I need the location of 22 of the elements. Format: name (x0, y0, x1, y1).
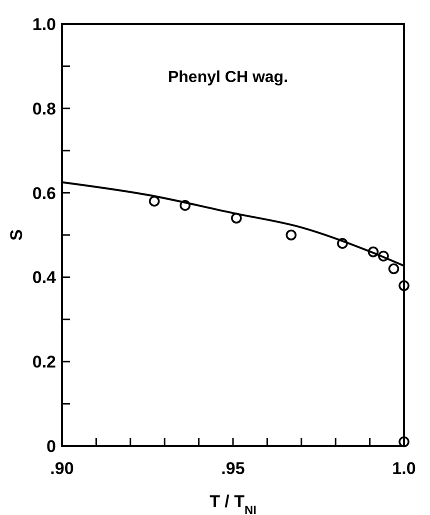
x-tick-label: .95 (221, 459, 245, 478)
point (337, 238, 348, 249)
x-tick-label: 1.0 (392, 459, 416, 478)
point (148, 196, 160, 207)
point (398, 436, 410, 448)
point (231, 212, 242, 224)
point (398, 280, 410, 292)
y-tick-label: 0.2 (32, 352, 56, 372)
point (286, 230, 297, 240)
x-axis-title: T / T$_{NI}$ (210, 492, 256, 515)
point (180, 200, 191, 211)
y-axis-title: S (7, 229, 26, 241)
point (388, 263, 400, 274)
y-tick-label: 0.4 (32, 268, 57, 288)
point (368, 246, 379, 258)
x-tick-label: .90 (50, 459, 74, 478)
annotation: Phenyl CH wag. (168, 69, 288, 86)
y-tick-label: 0 (46, 437, 56, 456)
y-tick-label: 1.0 (32, 15, 56, 34)
y-tick-label: 0.8 (32, 99, 56, 118)
point (378, 250, 389, 262)
y-tick-label: 0.6 (32, 184, 56, 203)
